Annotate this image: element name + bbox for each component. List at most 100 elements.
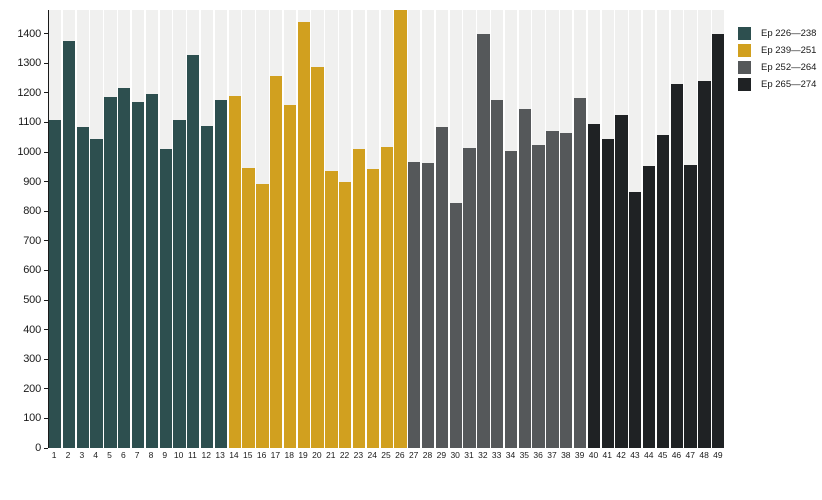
bar-31 [463, 147, 476, 448]
bar-46 [670, 84, 683, 448]
bar-29 [435, 127, 449, 448]
bar-track-47 [684, 10, 697, 448]
x-label-37: 37 [547, 450, 557, 460]
x-label-13: 13 [215, 450, 225, 460]
bar-44 [642, 166, 656, 448]
bar-track-30 [449, 10, 462, 448]
bar-27 [408, 162, 421, 448]
bar-10 [173, 119, 186, 448]
bar-8 [145, 94, 158, 448]
bar-track-23 [352, 10, 366, 448]
bar-22 [339, 182, 352, 448]
bar-track-45 [656, 10, 670, 448]
x-label-47: 47 [685, 450, 695, 460]
bar-20 [311, 67, 324, 448]
x-label-36: 36 [533, 450, 543, 460]
y-tick-label: 0 [35, 442, 41, 454]
bar-3 [76, 126, 89, 448]
bar-track-36 [532, 10, 545, 448]
x-label-11: 11 [188, 450, 197, 460]
y-tick-label: 1300 [17, 57, 41, 70]
bar-track-13 [214, 10, 228, 448]
legend-swatch-icon [738, 44, 751, 57]
bar-18 [283, 105, 297, 448]
bar-4 [90, 138, 103, 448]
x-label-29: 29 [436, 450, 447, 460]
bar-track-39 [573, 10, 587, 448]
bar-track-48 [698, 10, 711, 448]
x-label-45: 45 [657, 450, 668, 460]
x-label-49: 49 [713, 450, 723, 460]
y-tick-label: 500 [23, 294, 41, 307]
bar-1 [49, 119, 62, 448]
y-tick-label: 900 [23, 175, 41, 188]
y-tick-label: 200 [23, 382, 41, 395]
bar-6 [118, 88, 131, 448]
bar-16 [256, 183, 269, 448]
y-tick-mark [44, 240, 48, 242]
x-label-17: 17 [270, 450, 281, 460]
x-label-9: 9 [162, 450, 168, 460]
x-label-42: 42 [616, 450, 626, 460]
y-tick-label: 400 [23, 323, 41, 336]
x-label-34: 34 [505, 450, 516, 460]
bar-track-37 [546, 10, 559, 448]
legend-item-1: Ep 226—238 [738, 27, 816, 40]
x-label-31: 31 [464, 450, 474, 460]
legend-swatch-icon [738, 78, 751, 91]
bar-39 [573, 97, 587, 448]
bar-34 [504, 150, 518, 448]
x-label-19: 19 [298, 450, 308, 460]
bar-48 [698, 81, 711, 448]
legend-item-4: Ep 265—274 [738, 78, 816, 91]
x-label-5: 5 [107, 450, 112, 460]
legend-item-2: Ep 239—251 [738, 44, 816, 57]
x-label-46: 46 [671, 450, 682, 460]
bar-columns [49, 10, 725, 448]
bar-track-41 [601, 10, 614, 448]
bar-track-35 [518, 10, 531, 448]
bar-32 [477, 33, 490, 448]
x-label-44: 44 [644, 450, 654, 460]
bar-24 [366, 168, 379, 448]
bar-2 [62, 41, 76, 448]
bar-track-42 [615, 10, 628, 448]
x-label-39: 39 [574, 450, 585, 460]
bar-track-46 [670, 10, 683, 448]
bar-41 [601, 138, 614, 448]
x-label-14: 14 [229, 450, 239, 460]
bar-track-43 [629, 10, 642, 448]
x-label-32: 32 [478, 450, 488, 460]
legend-label: Ep 226—238 [761, 28, 817, 39]
y-tick-mark [44, 62, 48, 64]
x-label-16: 16 [256, 450, 267, 460]
x-label-1: 1 [51, 450, 57, 460]
legend-label: Ep 239—251 [761, 45, 817, 56]
y-tick-mark [44, 299, 48, 301]
bar-25 [380, 146, 393, 448]
bar-track-19 [297, 10, 310, 448]
bar-43 [629, 192, 642, 448]
x-label-6: 6 [120, 450, 126, 460]
y-tick-mark [44, 151, 48, 153]
bar-track-3 [76, 10, 89, 448]
x-axis-labels: 1 2 3 4 5 6 7 8 9 10 11 12 13 14 15 16 17 18 19 20 21 22 23 24 2… [48, 450, 724, 464]
legend-item-3: Ep 252—264 [738, 61, 816, 74]
bar-47 [684, 165, 697, 448]
y-tick-label: 300 [23, 353, 41, 366]
bar-track-44 [642, 10, 656, 448]
bar-19 [297, 22, 310, 448]
x-label-20: 20 [312, 450, 322, 460]
x-label-3: 3 [79, 450, 85, 460]
bar-track-6 [118, 10, 131, 448]
x-label-2: 2 [65, 450, 71, 460]
bar-track-21 [325, 10, 338, 448]
bar-track-25 [380, 10, 393, 448]
bar-track-5 [104, 10, 117, 448]
bar-40 [587, 123, 600, 448]
y-tick-mark [44, 447, 48, 449]
y-tick-mark [44, 388, 48, 390]
x-label-40: 40 [588, 450, 599, 460]
bar-11 [187, 55, 200, 448]
x-label-25: 25 [381, 450, 391, 460]
